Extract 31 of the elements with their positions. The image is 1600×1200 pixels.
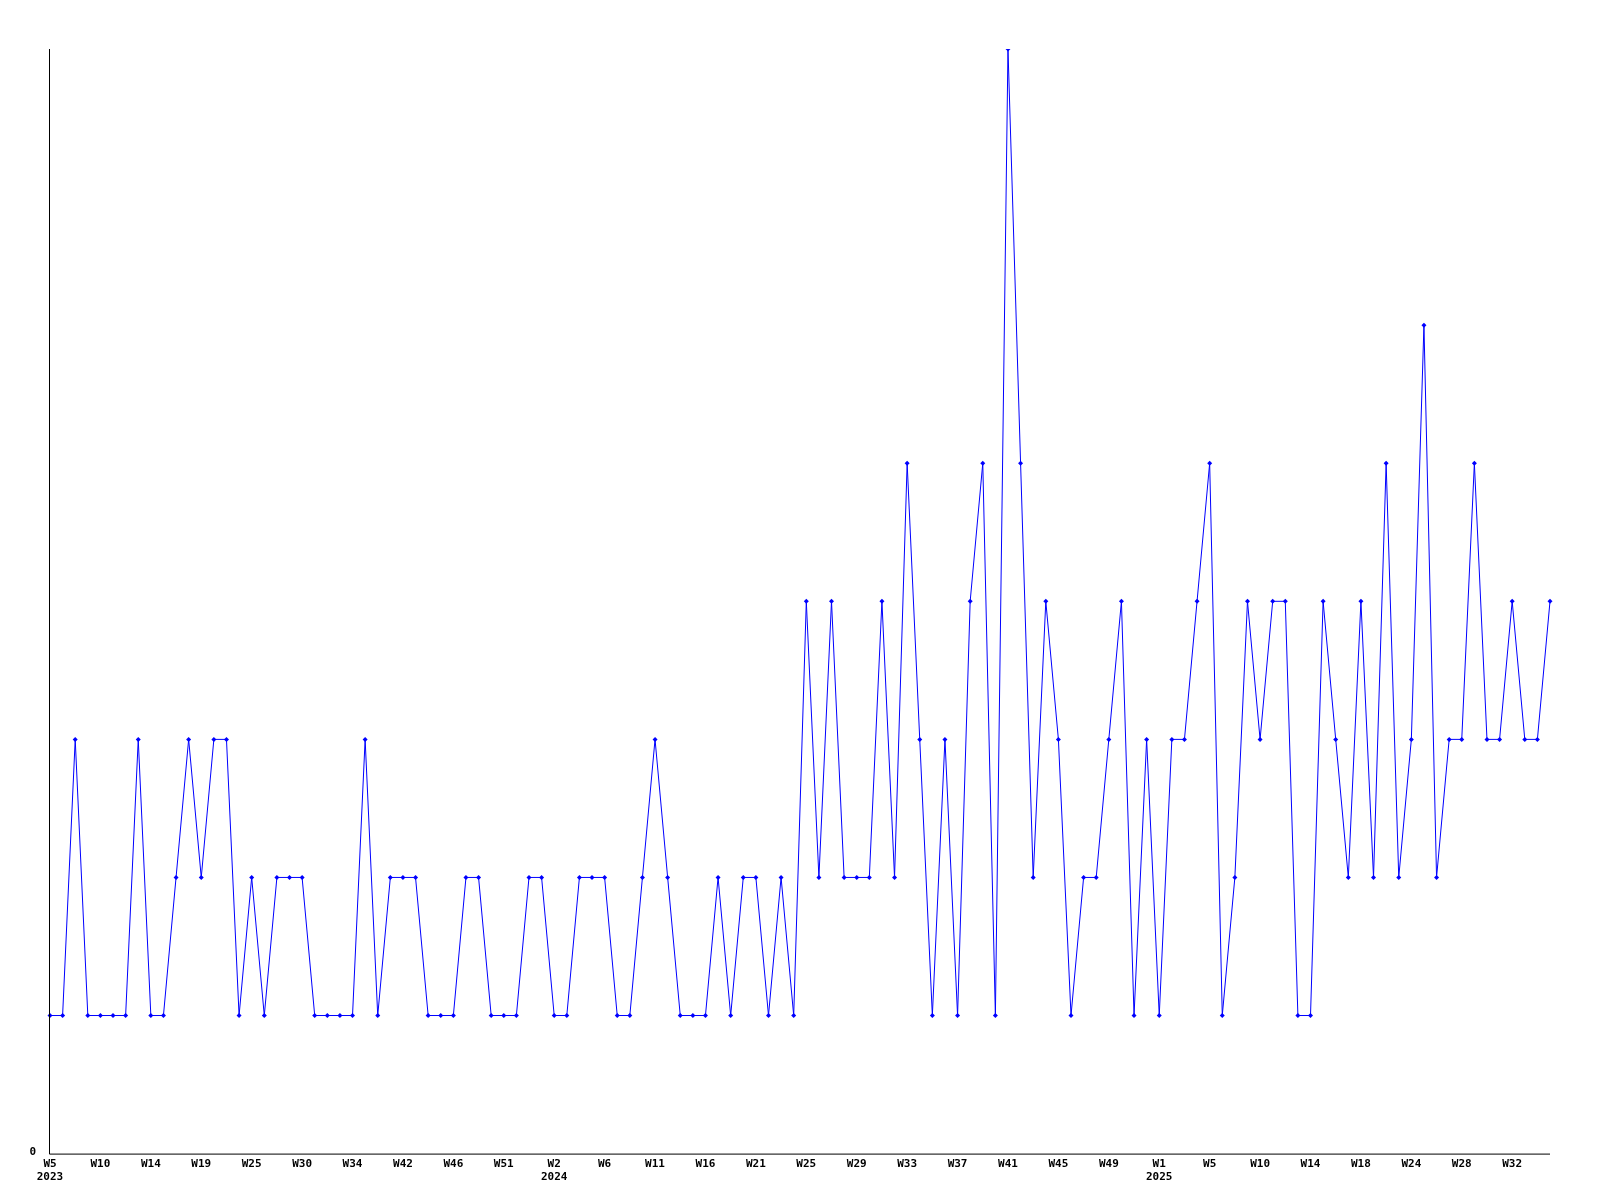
x-tick-label: W5 2023: [36, 1157, 64, 1184]
x-tick-label: W49: [1098, 1157, 1119, 1171]
x-tick-label: W10: [90, 1157, 111, 1171]
x-tick-label: W33: [897, 1157, 918, 1171]
x-tick-label: W25: [241, 1157, 262, 1171]
text: 0: [29, 1144, 36, 1159]
x-tick-label: W24: [1401, 1157, 1422, 1171]
x-tick-label: W28: [1451, 1157, 1472, 1171]
x-tick-label: W29: [846, 1157, 867, 1171]
x-tick-label: W30: [292, 1157, 313, 1171]
x-tick-label: W5: [1203, 1157, 1217, 1171]
x-tick-label: W11: [645, 1157, 666, 1171]
x-tick-label: W16: [695, 1157, 716, 1171]
x-tick-label: W14: [140, 1157, 162, 1171]
x-tick-label: W41: [998, 1157, 1019, 1171]
x-tick-label: W21: [745, 1157, 767, 1171]
x-tick-label: W14: [1300, 1157, 1321, 1171]
x-tick-label: W2 2024: [540, 1157, 568, 1184]
x-tick-label: W51: [493, 1157, 515, 1171]
x-tick-label: W32: [1502, 1157, 1523, 1171]
x-tick-label: W6: [598, 1157, 612, 1171]
x-tick-label: W18: [1350, 1157, 1371, 1171]
x-tick-label: W45: [1048, 1157, 1069, 1171]
x-tick-label: W42: [393, 1157, 413, 1171]
x-tick-label: W1 2025: [1145, 1157, 1173, 1184]
x-tick-label: W10: [1250, 1157, 1271, 1171]
x-tick-label: W34: [342, 1157, 363, 1171]
x-tick-label: W46: [443, 1157, 464, 1171]
x-tick-label: W37: [947, 1157, 968, 1171]
x-tick-label: W25: [796, 1157, 817, 1171]
x-tick-label: W19: [191, 1157, 212, 1171]
